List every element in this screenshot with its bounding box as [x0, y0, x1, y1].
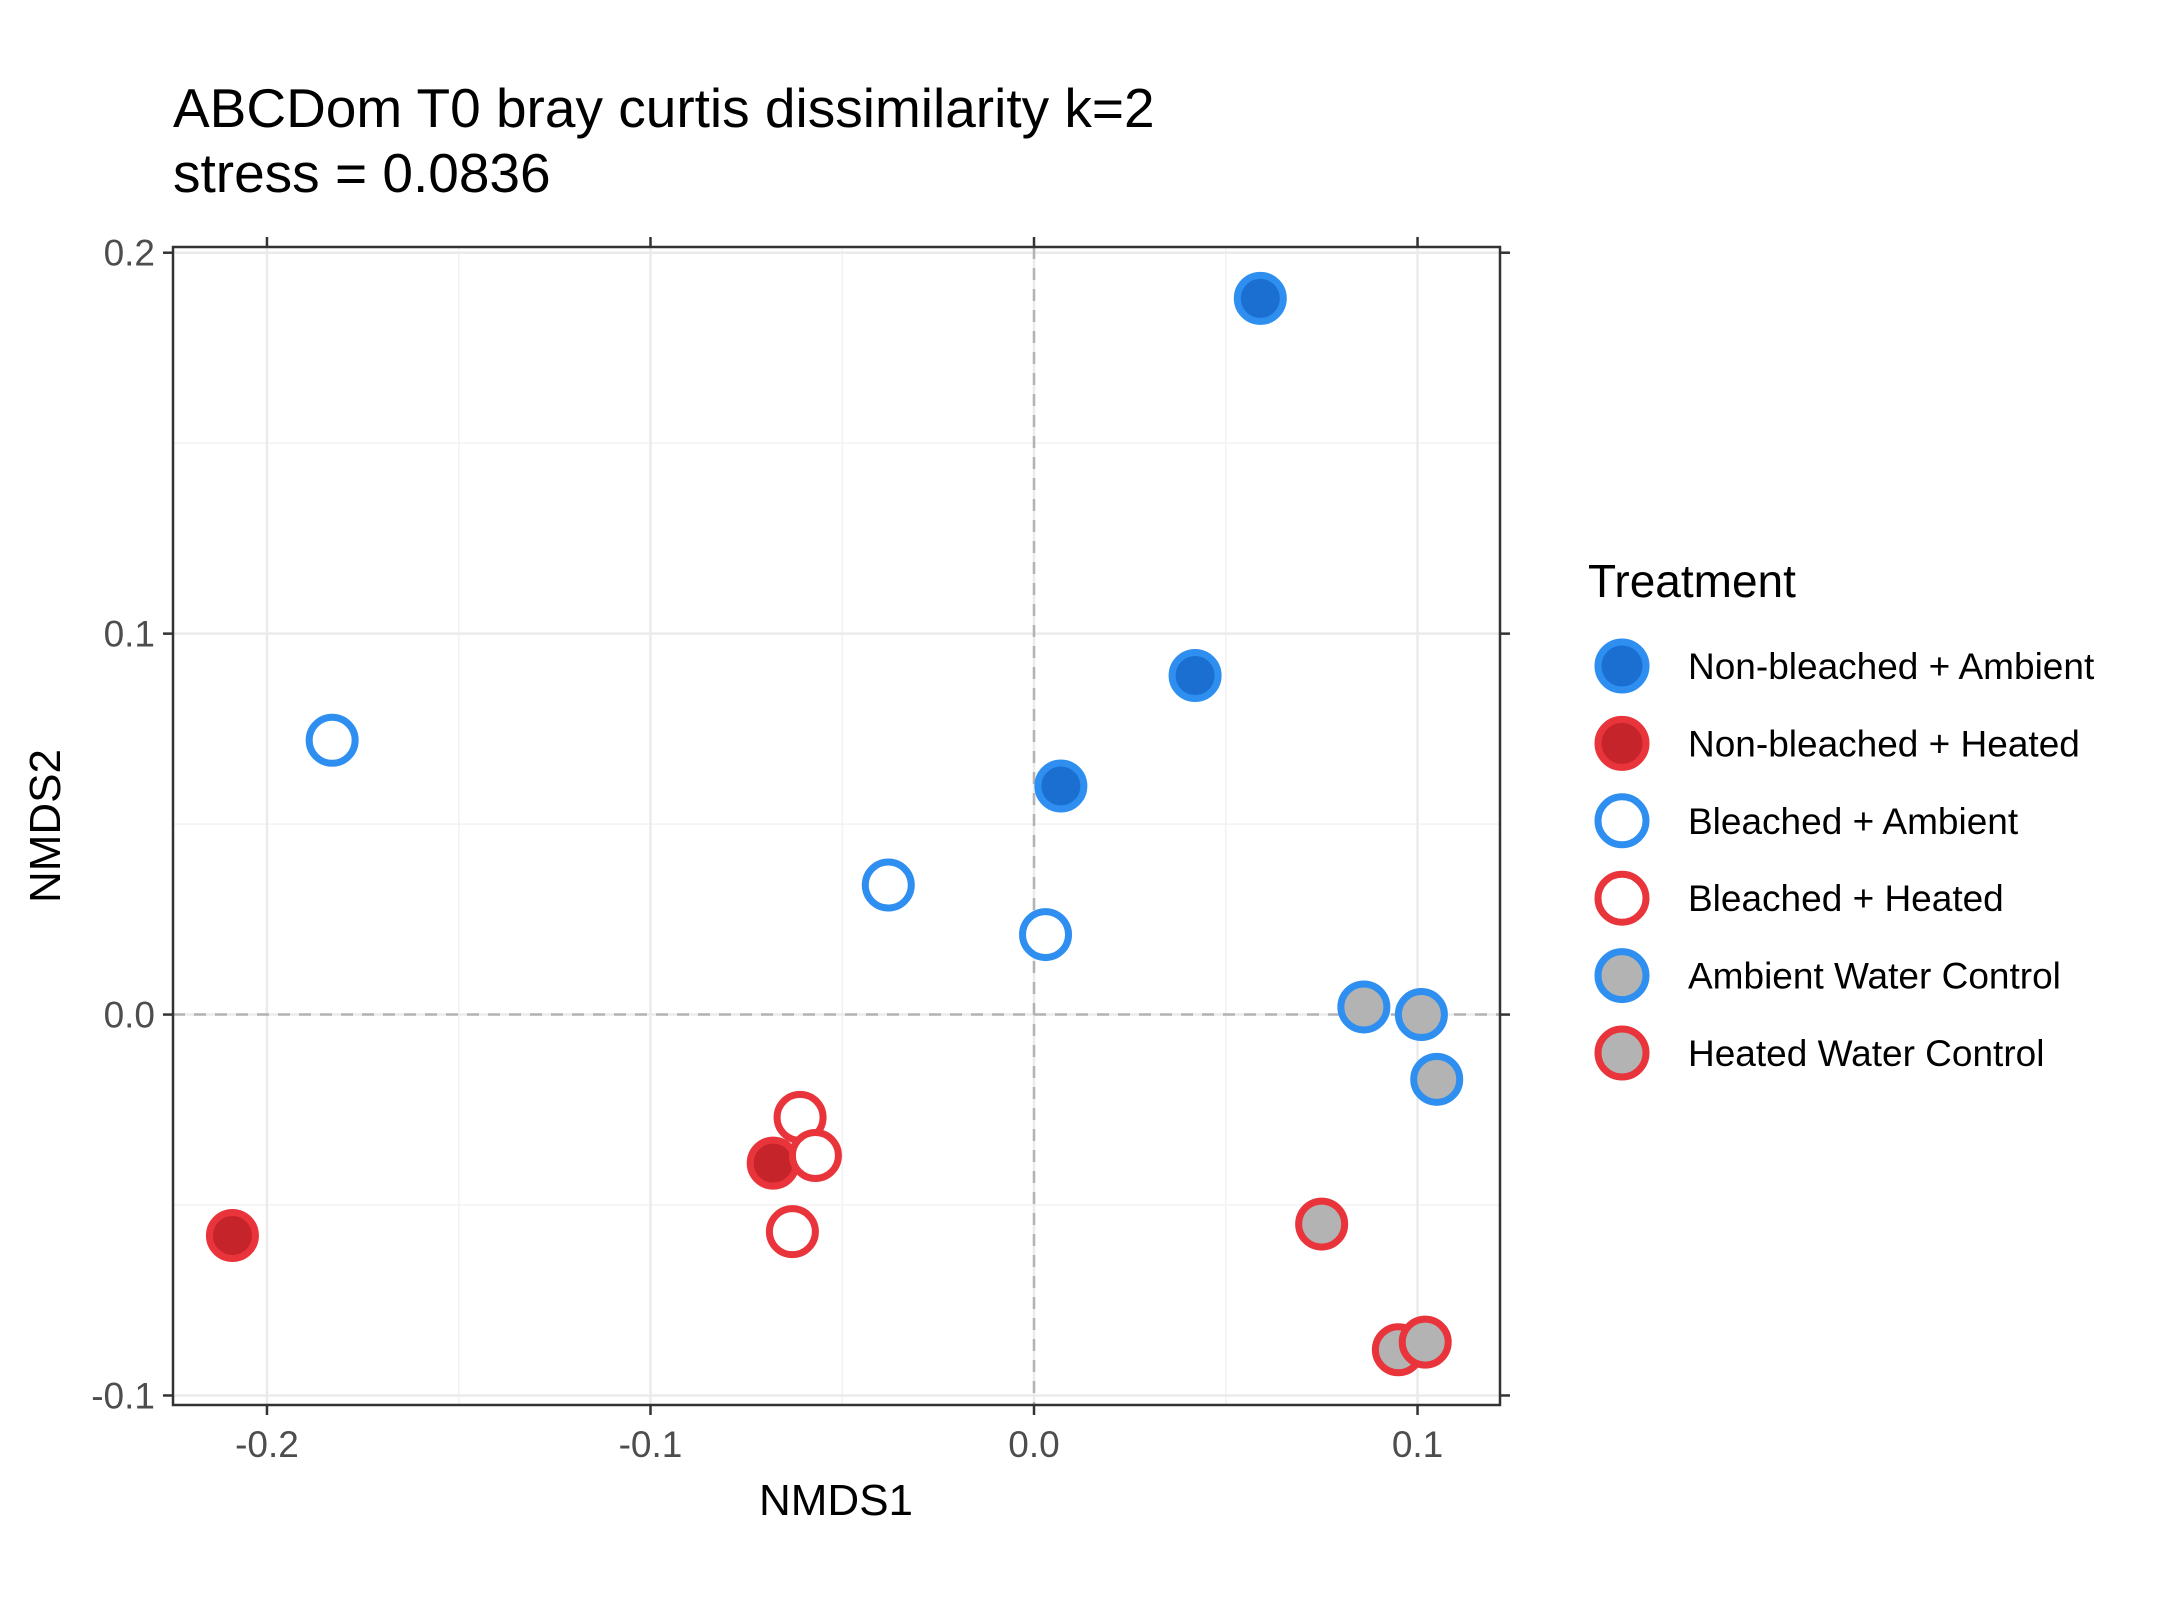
axis-ticks: -0.2 -0.1 0.0 0.1 -0.1 0.0 0.1 0.2: [91, 233, 1510, 1465]
y-tick-label: 0.0: [104, 995, 155, 1036]
data-point: [305, 713, 359, 767]
x-tick-label: -0.2: [235, 1424, 299, 1465]
data-point: [765, 1205, 819, 1259]
x-tick-label: 0.1: [1392, 1424, 1443, 1465]
data-point: [1337, 980, 1391, 1034]
data-points: [205, 271, 1464, 1377]
data-point: [1019, 908, 1073, 962]
legend-label: Bleached + Ambient: [1688, 801, 2019, 842]
data-point: [1034, 759, 1088, 813]
legend-label: Ambient Water Control: [1688, 956, 2061, 997]
x-tick-label: -0.1: [619, 1424, 683, 1465]
y-axis-label: NMDS2: [21, 749, 70, 903]
chart-title: ABCDom T0 bray curtis dissimilarity k=2: [173, 77, 1155, 139]
y-tick-label: 0.2: [104, 233, 155, 274]
data-point: [1233, 271, 1287, 325]
y-tick-label: -0.1: [91, 1375, 155, 1416]
data-point: [1394, 988, 1448, 1042]
data-point: [1398, 1315, 1452, 1369]
data-point: [746, 1136, 800, 1190]
x-axis-label: NMDS1: [759, 1476, 913, 1525]
x-tick-label: 0.0: [1008, 1424, 1059, 1465]
data-point: [1168, 649, 1222, 703]
legend-key: [1594, 948, 1650, 1004]
legend: Treatment Non-bleached + Ambient Non-blea…: [1588, 555, 2095, 1081]
legend-key: [1594, 715, 1650, 771]
legend-label: Heated Water Control: [1688, 1033, 2044, 1074]
legend-key: [1594, 870, 1650, 926]
data-point: [205, 1208, 259, 1262]
zero-reference-lines: [173, 247, 1500, 1405]
chart-subtitle: stress = 0.0836: [173, 142, 551, 204]
y-tick-label: 0.1: [104, 614, 155, 655]
legend-key: [1594, 1025, 1650, 1081]
plot-panel-border: [171, 245, 1502, 1407]
legend-label: Bleached + Heated: [1688, 878, 2004, 919]
legend-key: [1594, 793, 1650, 849]
legend-label: Non-bleached + Heated: [1688, 723, 2080, 764]
legend-key: [1594, 638, 1650, 694]
data-point: [1295, 1197, 1349, 1251]
data-point: [1410, 1052, 1464, 1106]
data-point: [788, 1128, 842, 1182]
data-point: [861, 858, 915, 912]
legend-label: Non-bleached + Ambient: [1688, 646, 2095, 687]
legend-title: Treatment: [1588, 555, 1796, 607]
